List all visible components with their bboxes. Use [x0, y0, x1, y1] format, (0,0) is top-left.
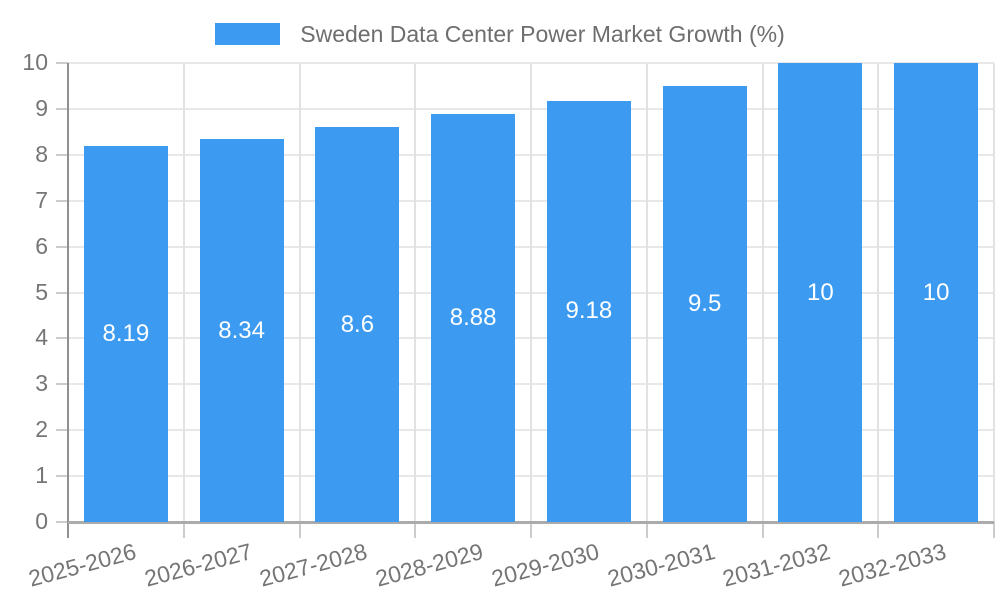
- bar-value-label: 8.19: [102, 320, 150, 348]
- x-axis-tick: [877, 522, 880, 538]
- gridline-vertical: [645, 63, 648, 522]
- gridline-vertical: [993, 63, 995, 522]
- gridline-vertical: [877, 63, 880, 522]
- y-axis-label: 10: [22, 49, 48, 75]
- y-axis-label: 9: [35, 94, 48, 121]
- bar-value-label: 10: [807, 278, 834, 306]
- y-axis-label: 3: [35, 370, 48, 397]
- bar-2025-2026: [83, 146, 168, 522]
- bar-value-label: 8.6: [340, 310, 375, 338]
- x-axis-tick: [414, 522, 417, 538]
- bar-value-label: 9.5: [687, 289, 722, 317]
- y-axis-label: 1: [35, 462, 48, 489]
- bar-2031-2032: [778, 63, 863, 522]
- y-axis-label: 8: [35, 140, 48, 167]
- y-axis-label: 0: [35, 508, 48, 534]
- x-axis-tick: [182, 522, 185, 538]
- bar-value-label: 9.18: [565, 297, 613, 325]
- y-axis-tick: [56, 429, 68, 432]
- y-axis-tick: [56, 62, 68, 64]
- y-axis-tick: [56, 199, 68, 202]
- x-axis-label: 2031-2032: [720, 538, 834, 592]
- y-axis-label: 2: [35, 416, 48, 443]
- y-axis-label: 4: [35, 324, 48, 351]
- legend-label: Sweden Data Center Power Market Growth (…: [300, 21, 785, 47]
- bar-value-label: 8.88: [449, 304, 497, 332]
- y-axis-tick: [56, 337, 68, 340]
- y-axis-line: [67, 63, 69, 538]
- bar-2026-2027: [199, 139, 284, 522]
- x-axis-label: 2025-2026: [25, 538, 139, 592]
- gridline-vertical: [414, 63, 417, 522]
- bar-2028-2029: [431, 114, 516, 522]
- bar-2029-2030: [546, 100, 631, 522]
- y-axis-tick: [56, 291, 68, 294]
- x-axis-label: 2027-2028: [257, 538, 371, 592]
- bar-2030-2031: [662, 85, 747, 522]
- x-axis-tick: [993, 522, 995, 538]
- x-axis-tick: [298, 522, 301, 538]
- y-axis-label: 5: [35, 278, 48, 305]
- x-axis-label: 2029-2030: [488, 538, 602, 592]
- bar-2027-2028: [315, 127, 400, 522]
- chart-legend: Sweden Data Center Power Market Growth (…: [0, 21, 1000, 47]
- x-axis-label: 2026-2027: [141, 538, 255, 592]
- gridline-vertical: [530, 63, 532, 522]
- y-axis-tick: [56, 153, 68, 156]
- x-axis-line: [68, 521, 994, 524]
- y-axis-label: 6: [35, 232, 48, 259]
- x-axis-tick: [530, 522, 532, 538]
- y-axis-tick: [56, 383, 68, 386]
- x-axis-label: 2028-2029: [372, 538, 486, 592]
- gridline-vertical: [298, 63, 301, 522]
- bar-value-label: 8.34: [218, 316, 265, 344]
- y-axis-tick: [56, 245, 68, 248]
- x-axis-tick: [645, 522, 648, 538]
- x-axis-label: 2032-2033: [835, 538, 949, 592]
- y-axis-tick: [56, 521, 68, 523]
- x-axis-tick: [761, 522, 764, 538]
- bar-value-label: 10: [922, 278, 950, 306]
- gridline-vertical: [182, 63, 185, 522]
- legend-color-swatch: [215, 23, 281, 45]
- x-axis-label: 2030-2031: [604, 538, 718, 592]
- gridline-vertical: [761, 63, 764, 522]
- legend-item[interactable]: Sweden Data Center Power Market Growth (…: [215, 21, 785, 47]
- bar-2032-2033: [894, 63, 979, 522]
- y-axis-tick: [56, 107, 68, 110]
- y-axis-tick: [56, 475, 68, 478]
- y-axis-label: 7: [35, 186, 48, 213]
